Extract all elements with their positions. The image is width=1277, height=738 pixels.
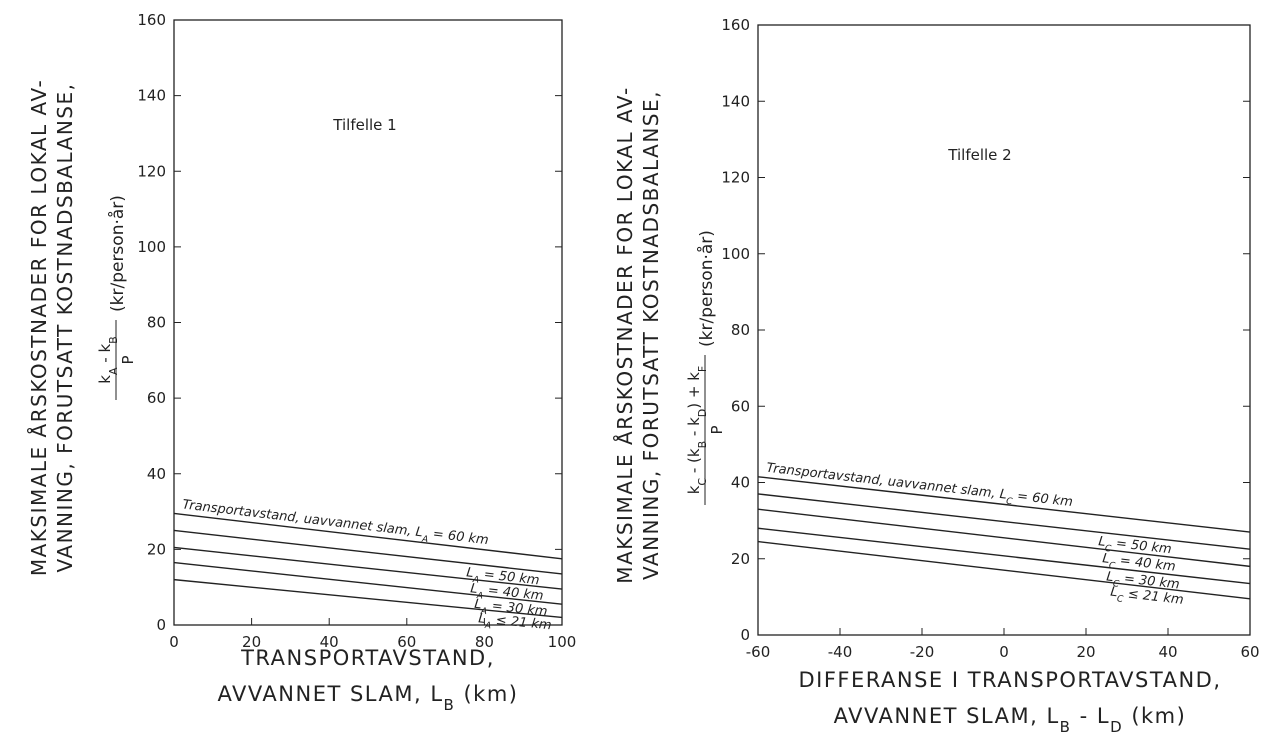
- chart-panel-1: 0 20 40 60 80 100 120 140 160 0 20 40 60 80 100 Tilfell…: [27, 11, 576, 714]
- y-tick-label: 20: [147, 540, 166, 558]
- y-axis-label-line-2: VANNING, FORUTSATT KOSTNADSBALANSE,: [53, 83, 77, 573]
- y-tick-label: 100: [721, 245, 750, 263]
- x-tick-label: 80: [475, 633, 494, 651]
- series-label-4: LC = 30 km: [1105, 569, 1180, 596]
- x-tick-label: -60: [746, 643, 771, 661]
- y-axis-formula: kA - kBP (kr/person·år): [96, 195, 137, 400]
- x-axis-label-line-1: TRANSPORTAVSTAND,: [240, 646, 495, 670]
- y-formula-unit: (kr/person·år): [107, 195, 128, 312]
- series-line-1: [757, 476, 1251, 533]
- x-axis-label-line-2: AVVANNET SLAM, LB (km): [218, 682, 519, 714]
- chart-title: Tilfelle 2: [947, 146, 1011, 164]
- x-tick-label: 20: [242, 633, 261, 651]
- y-tick-label: 120: [721, 169, 750, 187]
- y-formula-unit: (kr/person·år): [696, 230, 717, 347]
- series-line-5: [757, 540, 1251, 600]
- x-tick-label: 60: [397, 633, 416, 651]
- series-line-5: [173, 578, 563, 619]
- x-tick-label: 40: [1158, 643, 1177, 661]
- y-tick-label: 40: [147, 465, 166, 483]
- chart-title: Tilfelle 1: [332, 116, 396, 134]
- y-tick-label: 60: [731, 397, 750, 415]
- y-tick-label: 80: [147, 314, 166, 332]
- x-tick-label: 40: [320, 633, 339, 651]
- x-tick-label: 100: [548, 633, 577, 651]
- y-axis-label-line-1: MAKSIMALE ÅRSKOSTNADER FOR LOKAL AV-: [27, 79, 51, 576]
- series-label-1: Transportavstand, uavvannet slam, LA = 6…: [181, 497, 489, 552]
- y-formula-denominator: P: [119, 355, 137, 364]
- y-tick-label: 20: [731, 550, 750, 568]
- x-tick-label: 20: [1076, 643, 1095, 661]
- series-label-5: LC ≤ 21 km: [1109, 585, 1184, 612]
- y-tick-label: 80: [731, 321, 750, 339]
- series-label-3: LC = 40 km: [1101, 551, 1176, 578]
- plot-frame: [757, 24, 1251, 636]
- y-tick-label: 160: [137, 11, 166, 29]
- x-tick-label: -40: [828, 643, 853, 661]
- chart-panel-2: 0 20 40 60 80 100 120 140 160 -60 -40 -20 0 20 40 60 Til…: [613, 16, 1260, 736]
- y-axis-label-line-1: MAKSIMALE ÅRSKOSTNADER FOR LOKAL AV-: [613, 86, 637, 583]
- series-line-3: [757, 508, 1251, 568]
- y-axis-label-line-2: VANNING, FORUTSATT KOSTNADSBALANSE,: [639, 90, 663, 580]
- series-line-4: [757, 527, 1251, 585]
- y-tick-label: 40: [731, 474, 750, 492]
- series-line-2: [757, 493, 1251, 550]
- series-label-5: LA ≤ 21 km: [477, 611, 552, 637]
- y-tick-label: 160: [721, 16, 750, 34]
- x-axis-label-line-2: AVVANNET SLAM, LB - LD (km): [834, 704, 1187, 736]
- y-axis-formula: kC - (kB - kD) + kFP (kr/person·år): [685, 230, 726, 505]
- y-tick-label: 120: [137, 162, 166, 180]
- y-formula-numerator: kC - (kB - kD) + kF: [685, 366, 709, 495]
- y-formula-numerator: kA - kB: [96, 336, 120, 383]
- series-line-1: [173, 512, 563, 560]
- x-tick-label: 0: [999, 643, 1009, 661]
- series-line-3: [173, 546, 563, 590]
- y-tick-label: 140: [137, 87, 166, 105]
- plot-frame: [173, 19, 563, 626]
- y-formula-denominator: P: [708, 425, 726, 434]
- series-line-4: [173, 561, 563, 605]
- series-line-2: [173, 529, 563, 575]
- x-tick-label: 0: [169, 633, 179, 651]
- series-label-1: Transportavstand, uavvannet slam, LC = 6…: [765, 461, 1073, 514]
- x-tick-label: -20: [910, 643, 935, 661]
- y-tick-label: 0: [156, 616, 166, 634]
- y-tick-label: 100: [137, 238, 166, 256]
- series-label-3: LA = 40 km: [469, 581, 544, 608]
- x-tick-label: 60: [1240, 643, 1259, 661]
- y-tick-label: 60: [147, 389, 166, 407]
- y-tick-label: 0: [740, 626, 750, 644]
- y-tick-label: 140: [721, 92, 750, 110]
- x-axis-label-line-1: DIFFERANSE I TRANSPORTAVSTAND,: [798, 668, 1221, 692]
